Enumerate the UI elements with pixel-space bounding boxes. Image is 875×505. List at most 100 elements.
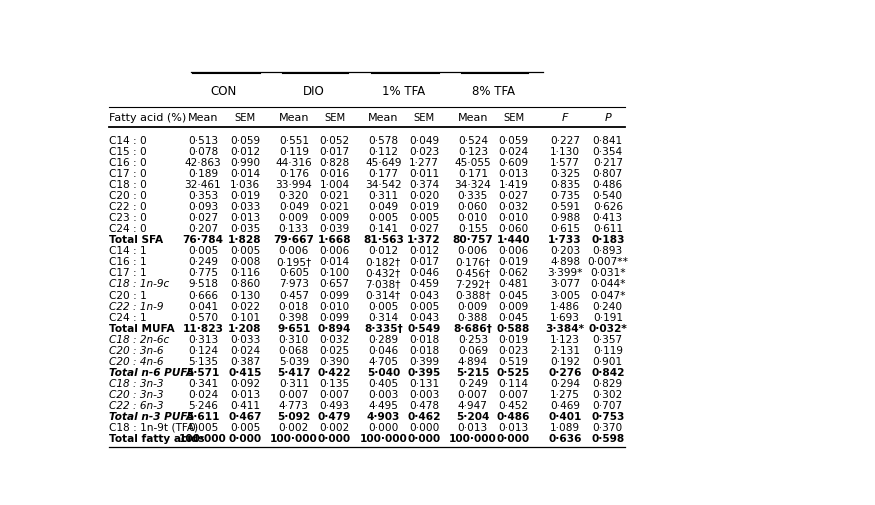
Text: Total fatty acids: Total fatty acids: [109, 433, 205, 443]
Text: 0·023: 0·023: [409, 147, 439, 157]
Text: 0·353: 0·353: [188, 191, 218, 201]
Text: 0·388†: 0·388†: [455, 290, 491, 300]
Text: 1·130: 1·130: [550, 147, 580, 157]
Text: 4·705: 4·705: [368, 356, 398, 366]
Text: 0·000: 0·000: [318, 433, 351, 443]
Text: 0·707: 0·707: [592, 400, 623, 410]
Text: 0·007: 0·007: [319, 389, 350, 399]
Text: 0·044*: 0·044*: [590, 279, 626, 289]
Text: 0·005: 0·005: [409, 213, 439, 223]
Text: C18 : 2n-6c: C18 : 2n-6c: [109, 334, 170, 344]
Text: 0·311: 0·311: [368, 191, 398, 201]
Text: 0·828: 0·828: [319, 158, 350, 168]
Text: C18 : 1n-9t (TFA): C18 : 1n-9t (TFA): [109, 422, 199, 432]
Text: 0·049: 0·049: [279, 202, 309, 212]
Text: 76·784: 76·784: [183, 235, 223, 245]
Text: 0·133: 0·133: [279, 224, 309, 234]
Text: C24 : 0: C24 : 0: [109, 224, 147, 234]
Text: C20 : 3n-6: C20 : 3n-6: [109, 345, 164, 355]
Text: 0·191: 0·191: [592, 312, 623, 322]
Text: 100·000: 100·000: [360, 433, 407, 443]
Text: 0·314†: 0·314†: [366, 290, 401, 300]
Text: 0·006: 0·006: [319, 246, 350, 256]
Text: 0·467: 0·467: [228, 411, 262, 421]
Text: 0·003: 0·003: [409, 389, 439, 399]
Text: 0·047*: 0·047*: [590, 290, 626, 300]
Text: 0·024: 0·024: [188, 389, 218, 399]
Text: Total n-3 PUFA: Total n-3 PUFA: [109, 411, 194, 421]
Text: 0·112: 0·112: [368, 147, 398, 157]
Text: 33·994: 33·994: [276, 180, 312, 190]
Text: C16 : 0: C16 : 0: [109, 158, 147, 168]
Text: 0·035: 0·035: [230, 224, 260, 234]
Text: 0·003: 0·003: [368, 389, 398, 399]
Text: 0·019: 0·019: [409, 202, 439, 212]
Text: 0·605: 0·605: [279, 268, 309, 278]
Text: 0·253: 0·253: [458, 334, 488, 344]
Text: 0·399: 0·399: [409, 356, 439, 366]
Text: 0·019: 0·019: [499, 257, 528, 267]
Text: 34·324: 34·324: [454, 180, 491, 190]
Text: 0·325: 0·325: [550, 169, 580, 179]
Text: 0·093: 0·093: [188, 202, 218, 212]
Text: 0·370: 0·370: [592, 422, 623, 432]
Text: 0·024: 0·024: [230, 345, 260, 355]
Text: 80·757: 80·757: [452, 235, 493, 245]
Text: 0·000: 0·000: [409, 422, 439, 432]
Text: 100·000: 100·000: [449, 433, 497, 443]
Text: 1·733: 1·733: [549, 235, 582, 245]
Text: C15 : 0: C15 : 0: [109, 147, 147, 157]
Text: C22 : 1n-9: C22 : 1n-9: [109, 301, 164, 311]
Text: 0·005: 0·005: [368, 213, 398, 223]
Text: 0·007**: 0·007**: [587, 257, 628, 267]
Text: 0·116: 0·116: [230, 268, 260, 278]
Text: 0·314: 0·314: [368, 312, 398, 322]
Text: 0·591: 0·591: [550, 202, 580, 212]
Text: 8·686†: 8·686†: [453, 323, 493, 333]
Text: 0·025: 0·025: [319, 345, 350, 355]
Text: 0·010: 0·010: [499, 213, 528, 223]
Text: 1·486: 1·486: [550, 301, 580, 311]
Text: 0·119: 0·119: [279, 147, 309, 157]
Text: 1·440: 1·440: [497, 235, 530, 245]
Text: 0·022: 0·022: [230, 301, 260, 311]
Text: 0·016: 0·016: [319, 169, 350, 179]
Text: 0·615: 0·615: [550, 224, 580, 234]
Text: 0·457: 0·457: [279, 290, 309, 300]
Text: 5·204: 5·204: [456, 411, 489, 421]
Text: 0·422: 0·422: [318, 367, 351, 377]
Text: 0·130: 0·130: [230, 290, 260, 300]
Text: 0·018: 0·018: [409, 334, 439, 344]
Text: 0·027: 0·027: [188, 213, 218, 223]
Text: 11·823: 11·823: [183, 323, 223, 333]
Text: 100·000: 100·000: [179, 433, 227, 443]
Text: 0·032*: 0·032*: [588, 323, 627, 333]
Text: 0·101: 0·101: [230, 312, 260, 322]
Text: 0·609: 0·609: [499, 158, 528, 168]
Text: 1·277: 1·277: [410, 158, 439, 168]
Text: 0·901: 0·901: [592, 356, 623, 366]
Text: Total SFA: Total SFA: [109, 235, 164, 245]
Text: 0·519: 0·519: [499, 356, 528, 366]
Text: 100·000: 100·000: [270, 433, 318, 443]
Text: 0·119: 0·119: [592, 345, 623, 355]
Text: 0·294: 0·294: [550, 378, 580, 388]
Text: 0·207: 0·207: [188, 224, 218, 234]
Text: 0·401: 0·401: [549, 411, 582, 421]
Text: 0·000: 0·000: [408, 433, 441, 443]
Text: 0·010: 0·010: [319, 301, 350, 311]
Text: 0·114: 0·114: [499, 378, 528, 388]
Text: 0·078: 0·078: [188, 147, 218, 157]
Text: 0·276: 0·276: [549, 367, 582, 377]
Text: 7·038†: 7·038†: [366, 279, 401, 289]
Text: 34·542: 34·542: [365, 180, 402, 190]
Text: Mean: Mean: [278, 113, 309, 123]
Text: 0·059: 0·059: [499, 136, 528, 146]
Text: C20 : 3n-3: C20 : 3n-3: [109, 389, 164, 399]
Text: 4·903: 4·903: [367, 411, 400, 421]
Text: 0·988: 0·988: [550, 213, 580, 223]
Text: 0·002: 0·002: [279, 422, 309, 432]
Text: DIO: DIO: [304, 84, 325, 97]
Text: 0·657: 0·657: [319, 279, 349, 289]
Text: 1·089: 1·089: [550, 422, 580, 432]
